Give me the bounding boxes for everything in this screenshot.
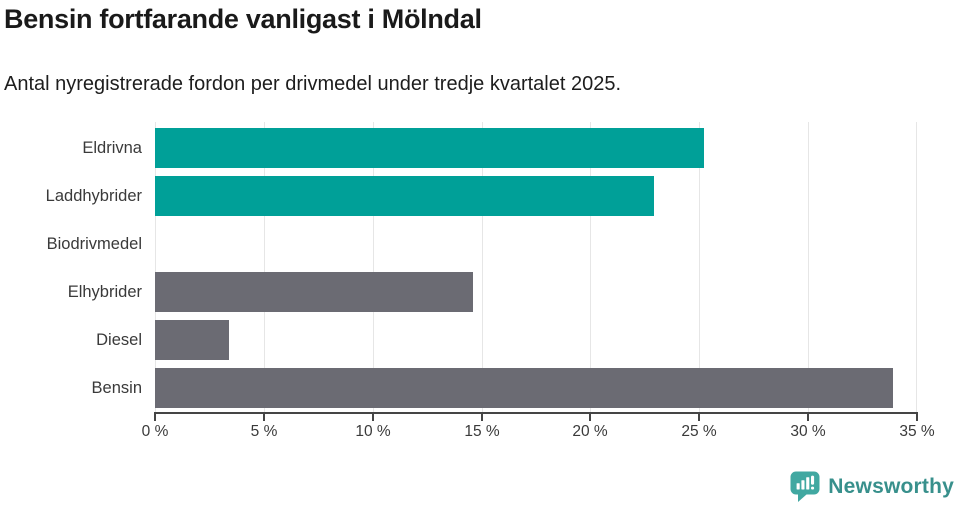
bar-elhybrider xyxy=(155,272,473,312)
category-label-diesel: Diesel xyxy=(96,331,142,349)
plot-area xyxy=(155,122,917,412)
gridline-30pct xyxy=(808,122,809,412)
category-label-eldrivna: Eldrivna xyxy=(82,139,142,157)
x-axis-tick-label-0pct: 0 % xyxy=(141,423,169,440)
x-axis-tick-25pct xyxy=(698,414,700,421)
page-title: Bensin fortfarande vanligast i Mölndal xyxy=(4,4,482,34)
category-label-bensin: Bensin xyxy=(91,379,142,397)
newsworthy-logo-icon xyxy=(790,471,820,502)
category-label-biodrivmedel: Biodrivmedel xyxy=(46,235,142,253)
category-label-laddhybrider: Laddhybrider xyxy=(45,187,142,205)
x-axis-tick-10pct xyxy=(372,414,374,421)
x-axis-tick-30pct xyxy=(807,414,809,421)
x-axis-tick-label-10pct: 10 % xyxy=(355,423,391,440)
newsworthy-logo[interactable]: Newsworthy xyxy=(789,470,954,503)
bar-eldrivna xyxy=(155,128,704,168)
x-axis-tick-label-5pct: 5 % xyxy=(250,423,278,440)
bar-diesel xyxy=(155,320,229,360)
gridline-20pct xyxy=(590,122,591,412)
x-axis-tick-label-20pct: 20 % xyxy=(572,423,608,440)
x-axis-tick-35pct xyxy=(916,414,918,421)
x-axis-tick-label-25pct: 25 % xyxy=(681,423,717,440)
bar-bensin xyxy=(155,368,893,408)
category-label-elhybrider: Elhybrider xyxy=(67,283,142,301)
gridline-15pct xyxy=(482,122,483,412)
x-axis-tick-20pct xyxy=(589,414,591,421)
gridline-35pct xyxy=(916,122,917,412)
gridline-25pct xyxy=(699,122,700,412)
x-axis-tick-label-30pct: 30 % xyxy=(790,423,826,440)
gridline-0pct xyxy=(155,122,156,412)
x-axis-tick-0pct xyxy=(154,414,156,421)
x-axis-tick-label-35pct: 35 % xyxy=(899,423,935,440)
x-axis-line xyxy=(154,412,918,414)
newsworthy-logo-text: Newsworthy xyxy=(828,474,954,498)
bar-laddhybrider xyxy=(155,176,654,216)
x-axis-tick-15pct xyxy=(481,414,483,421)
x-axis-tick-5pct xyxy=(263,414,265,421)
gridline-5pct xyxy=(264,122,265,412)
x-axis-tick-label-15pct: 15 % xyxy=(464,423,500,440)
page-subtitle: Antal nyregistrerade fordon per drivmede… xyxy=(4,73,622,95)
gridline-10pct xyxy=(373,122,374,412)
